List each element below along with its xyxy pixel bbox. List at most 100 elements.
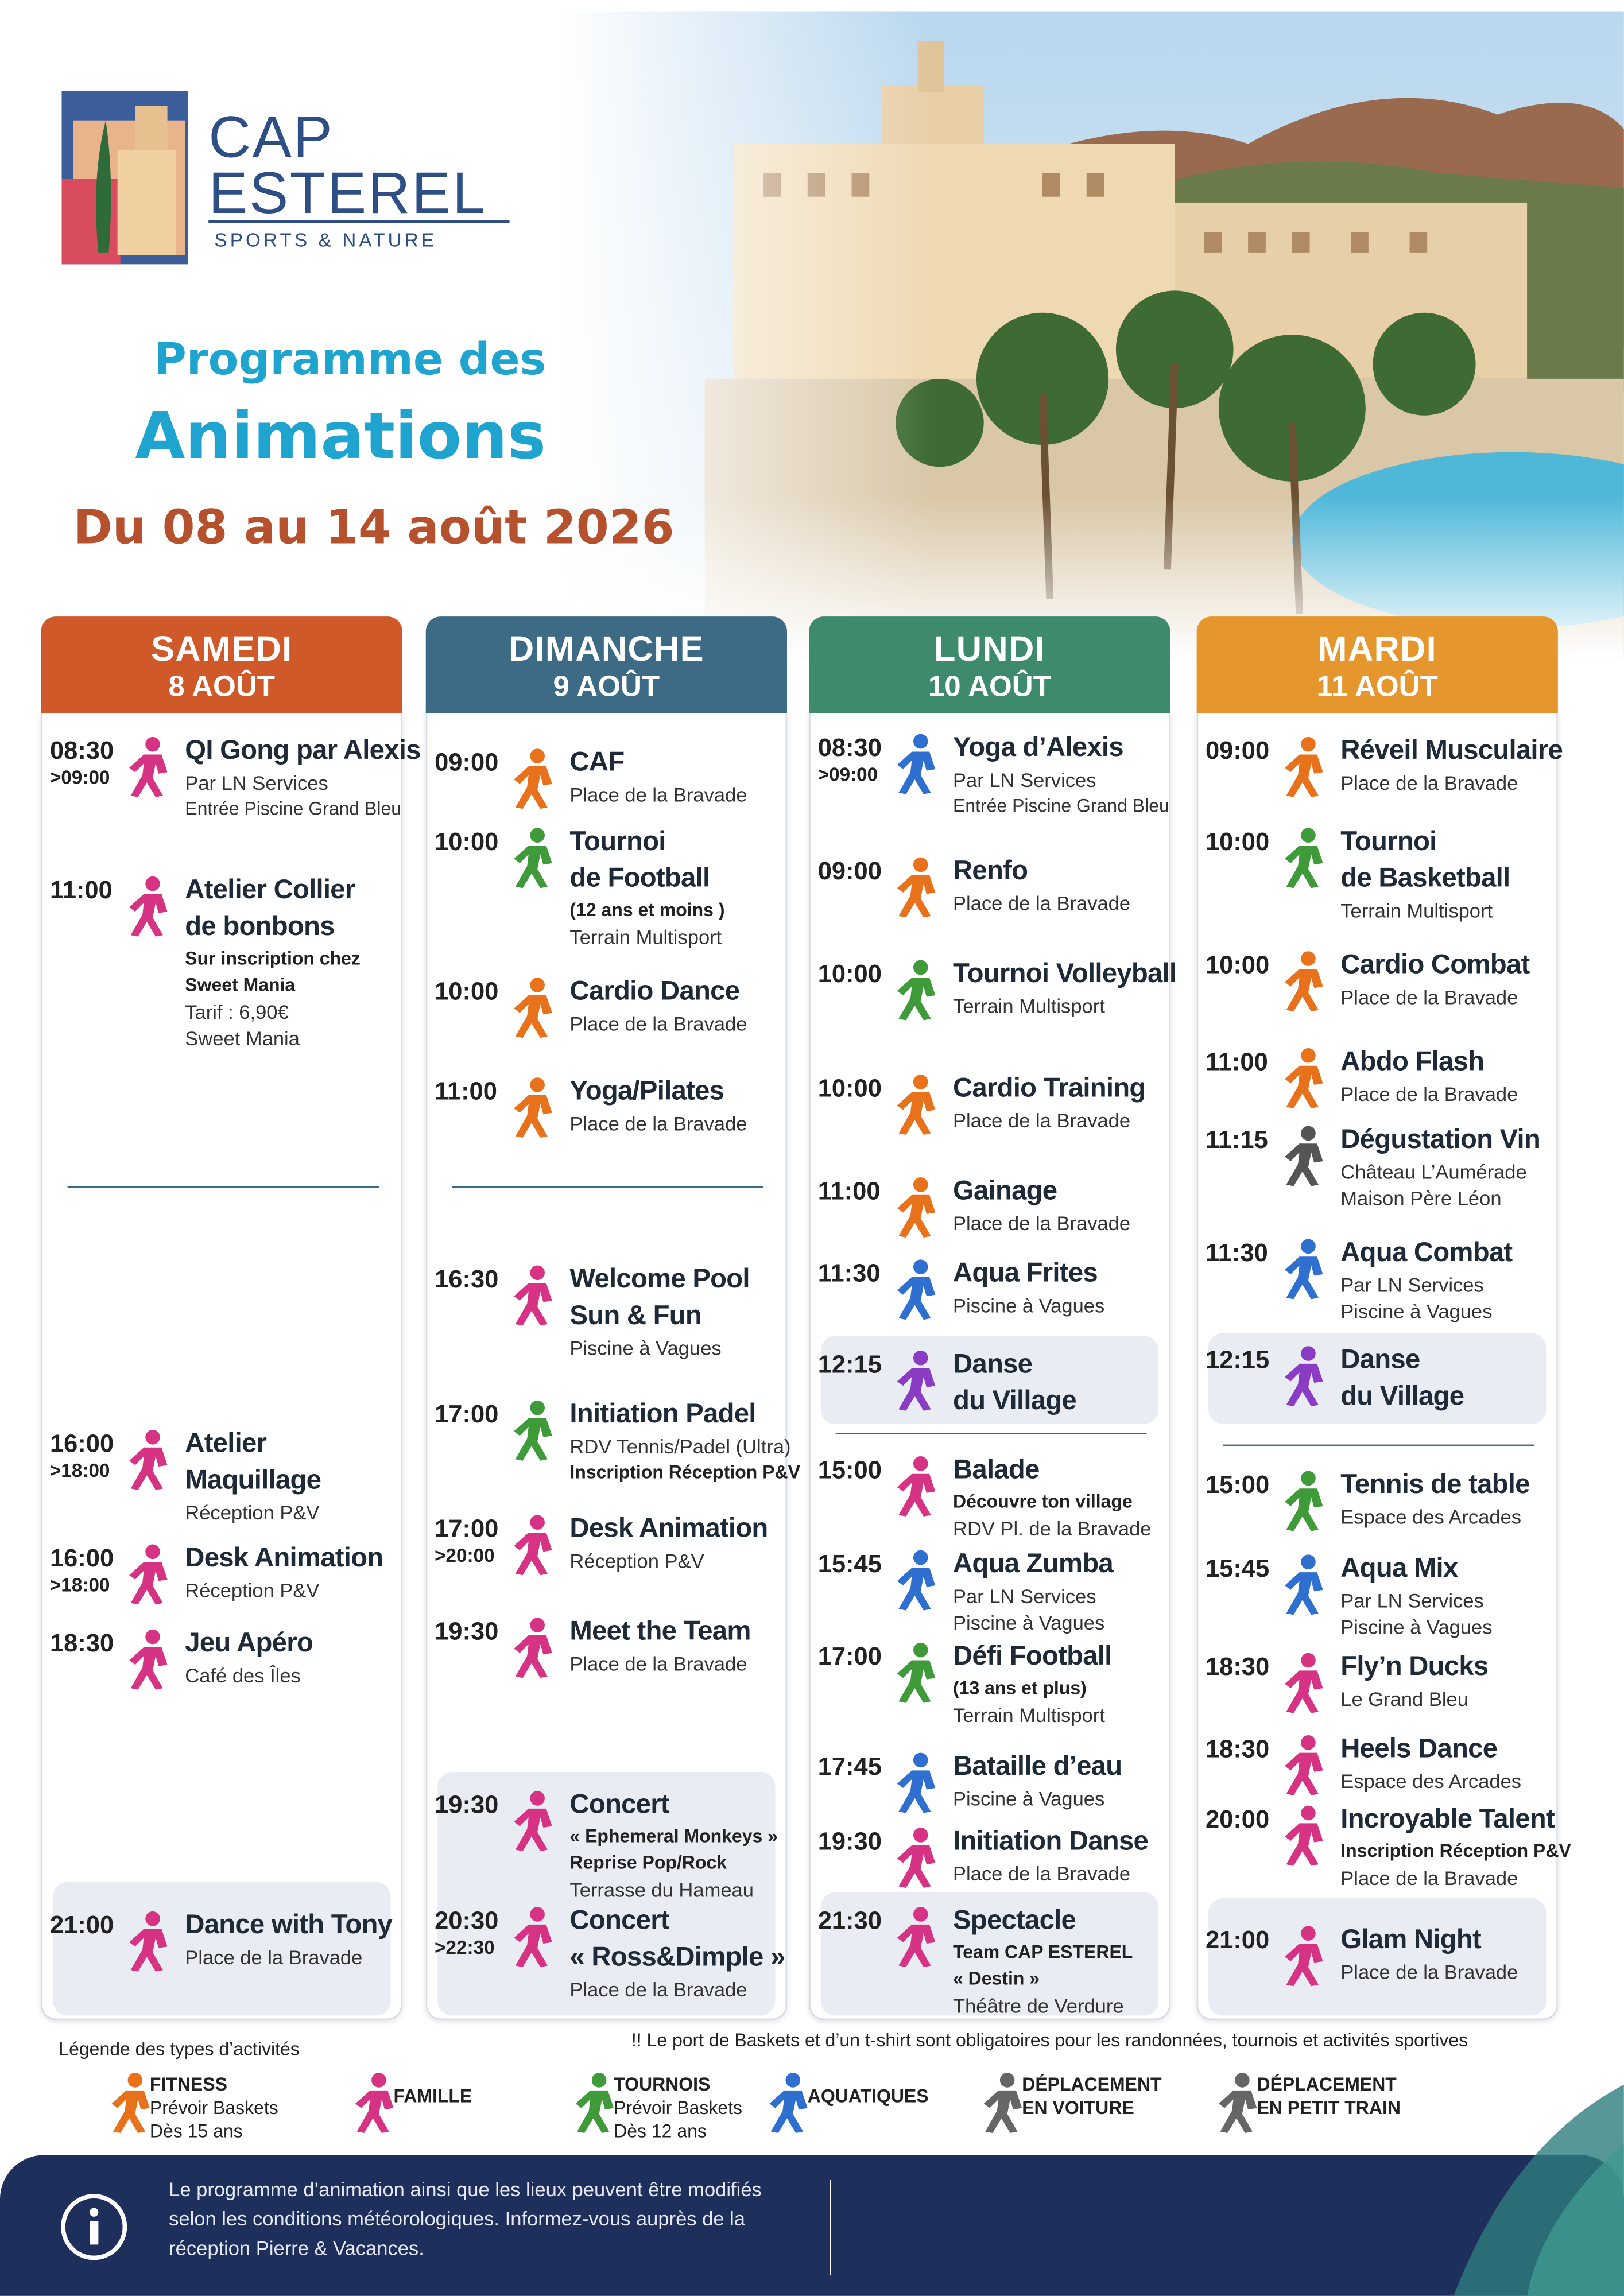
legend-label: DÉPLACEMENT — [1257, 2074, 1397, 2095]
activity-icon — [514, 748, 552, 809]
event-detail: Terrain Multisport — [953, 995, 1105, 1018]
event-time: 11:00 — [435, 1077, 497, 1106]
event-detail: Sur inscription chez — [185, 948, 361, 969]
activity-icon — [1285, 951, 1323, 1012]
event-title: Réveil Musculaire — [1340, 734, 1563, 765]
event-detail: Par LN Services — [953, 769, 1096, 792]
activity-icon — [129, 736, 168, 797]
event-title: Initiation Danse — [953, 1824, 1149, 1856]
event-title: du Village — [1340, 1380, 1464, 1411]
legend-label: EN PETIT TRAIN — [1257, 2097, 1401, 2119]
event-time: 09:00 — [1205, 736, 1270, 765]
separator — [835, 1433, 1147, 1434]
title-line: Programme des — [154, 335, 546, 386]
activity-icon — [897, 1177, 936, 1238]
event-detail: Place de la Bravade — [1340, 986, 1518, 1009]
event-detail: Réception P&V — [569, 1550, 704, 1573]
activity-icon — [1285, 1653, 1323, 1713]
activity-icon — [769, 2073, 808, 2134]
activity-icon — [897, 1907, 936, 1968]
event-detail: Piscine à Vagues — [1340, 1300, 1493, 1323]
day-date: 8 AOÛT — [168, 670, 276, 704]
activity-icon — [897, 960, 936, 1021]
event-title: Aqua Combat — [1340, 1236, 1513, 1267]
activity-icon — [897, 1550, 936, 1611]
event-time: 10:00 — [435, 828, 499, 856]
activity-icon — [1285, 1048, 1323, 1108]
event-detail: Espace des Arcades — [1340, 1506, 1522, 1529]
activity-icon — [983, 2073, 1022, 2134]
legend-label: TOURNOIS — [614, 2074, 711, 2095]
activity-icon — [514, 1515, 552, 1576]
event-detail: Réception P&V — [185, 1502, 320, 1524]
event-detail: Réception P&V — [185, 1579, 320, 1602]
event-end-time: >18:00 — [49, 1459, 110, 1481]
highlight-box — [437, 1771, 776, 2016]
event-detail: Team CAP ESTEREL — [953, 1942, 1133, 1963]
activity-icon — [897, 734, 936, 794]
event-title: de bonbons — [185, 910, 335, 941]
legend-label: AQUATIQUES — [807, 2086, 929, 2107]
event-title: Tournoi — [569, 825, 666, 856]
event-detail: Place de la Bravade — [569, 784, 747, 806]
event-title: Spectacle — [953, 1904, 1076, 1935]
leaf-decor — [1454, 2084, 1624, 2296]
footer-line: selon les conditions météorologiques. In… — [169, 2208, 746, 2230]
footer-band — [0, 2155, 1624, 2296]
event-time: 18:30 — [49, 1629, 114, 1658]
event-detail: Place de la Bravade — [953, 1863, 1131, 1885]
event-detail: Espace des Arcades — [1340, 1770, 1522, 1793]
event-detail: « Destin » — [953, 1968, 1040, 1989]
activity-icon — [1285, 1346, 1323, 1407]
activity-icon — [1285, 1554, 1323, 1615]
event-time: 20:30 — [435, 1907, 499, 1935]
activity-icon — [897, 1752, 936, 1813]
event-title: Concert — [569, 1788, 669, 1819]
day-column — [41, 712, 402, 2020]
event-time: 09:00 — [435, 748, 499, 777]
event-detail: Le Grand Bleu — [1340, 1688, 1468, 1711]
logo-mark — [61, 91, 188, 265]
activity-icon — [897, 1350, 936, 1411]
event-time: 17:00 — [435, 1515, 499, 1543]
event-title: Cardio Dance — [569, 975, 740, 1006]
event-detail: Par LN Services — [1340, 1589, 1484, 1612]
separator — [452, 1186, 764, 1188]
highlight-box — [820, 1336, 1159, 1424]
event-time: 09:00 — [817, 857, 882, 886]
highlight-box — [53, 1882, 391, 2016]
brand-line: ESTEREL — [208, 161, 487, 226]
activity-icon — [897, 857, 936, 918]
event-time: 21:00 — [49, 1911, 114, 1940]
event-title: Dance with Tony — [185, 1908, 393, 1940]
event-detail: Piscine à Vagues — [953, 1612, 1105, 1634]
event-detail: Café des Îles — [185, 1665, 301, 1687]
event-title: Incroyable Talent — [1340, 1802, 1555, 1834]
activity-icon — [1218, 2073, 1257, 2134]
activity-icon — [897, 1075, 936, 1135]
event-time: 10:00 — [817, 960, 882, 988]
event-title: Welcome Pool — [569, 1262, 750, 1294]
activity-icon — [897, 1259, 936, 1320]
event-time: 15:00 — [1205, 1471, 1270, 1499]
event-time: 11:00 — [1205, 1048, 1268, 1076]
legend-label: DÉPLACEMENT — [1022, 2074, 1162, 2095]
event-detail: Place de la Bravade — [569, 1112, 747, 1135]
event-title: de Football — [569, 862, 710, 893]
activity-icon — [355, 2073, 394, 2134]
title-line: Animations — [135, 399, 546, 475]
event-time: 17:45 — [817, 1752, 882, 1781]
event-title: Cardio Combat — [1340, 948, 1530, 979]
event-title: Maquillage — [185, 1463, 321, 1495]
event-end-time: >22:30 — [435, 1936, 495, 1958]
event-title: Dégustation Vin — [1340, 1123, 1541, 1154]
event-detail: (13 ans et plus) — [953, 1678, 1087, 1699]
event-detail: Par LN Services — [953, 1585, 1096, 1608]
activity-icon — [514, 828, 552, 889]
event-detail: RDV Pl. de la Bravade — [953, 1518, 1152, 1540]
day-date: 9 AOÛT — [553, 670, 660, 704]
event-detail: Entrée Piscine Grand Bleu — [953, 796, 1169, 816]
event-title: Défi Football — [953, 1639, 1112, 1671]
legend-detail: Dès 12 ans — [614, 2121, 707, 2142]
event-title: Tournoi — [1340, 825, 1437, 856]
